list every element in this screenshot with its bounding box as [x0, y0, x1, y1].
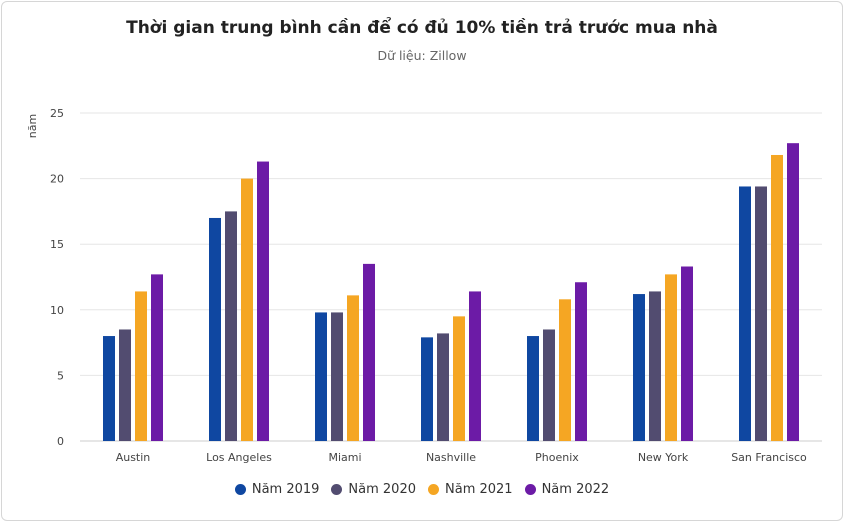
bar — [363, 263, 375, 441]
bar — [209, 217, 221, 441]
bar — [527, 336, 539, 441]
y-tick-label: 20 — [50, 173, 64, 186]
legend: Năm 2019 Năm 2020 Năm 2021 Năm 2022 — [0, 482, 844, 499]
legend-dot-icon — [524, 484, 536, 495]
bar — [633, 294, 645, 441]
legend-label: Năm 2021 — [445, 482, 513, 497]
y-tick-label: 0 — [57, 435, 64, 448]
y-tick-label: 25 — [50, 107, 64, 120]
bar — [437, 333, 449, 441]
legend-label: Năm 2020 — [348, 482, 416, 497]
bar — [469, 291, 481, 441]
bar — [103, 336, 115, 441]
bar — [787, 143, 799, 441]
bar — [119, 329, 131, 441]
x-tick-label: New York — [638, 451, 689, 464]
legend-dot-icon — [234, 484, 246, 495]
x-tick-label: San Francisco — [731, 451, 807, 464]
bar — [665, 274, 677, 441]
bar — [241, 178, 253, 441]
legend-item[interactable]: Năm 2022 — [524, 482, 610, 497]
x-tick-label: Los Angeles — [206, 451, 272, 464]
bar — [681, 266, 693, 441]
bar — [421, 337, 433, 441]
y-tick-label: 15 — [50, 238, 64, 251]
y-axis-label: năm — [26, 114, 39, 138]
bar — [257, 161, 269, 441]
bar — [315, 312, 327, 441]
bar — [559, 299, 571, 441]
bar — [331, 312, 343, 441]
bar — [225, 211, 237, 441]
legend-item[interactable]: Năm 2020 — [331, 482, 416, 497]
x-tick-label: Miami — [328, 451, 361, 464]
chart-subtitle: Dữ liệu: Zillow — [377, 48, 467, 63]
chart-title: Thời gian trung bình cần để có đủ 10% ti… — [126, 18, 718, 38]
bar — [135, 291, 147, 441]
legend-item[interactable]: Năm 2019 — [234, 482, 320, 497]
bar — [543, 329, 555, 441]
bar — [771, 154, 783, 441]
bar — [649, 291, 661, 441]
legend-label: Năm 2019 — [251, 482, 320, 497]
bar — [151, 274, 163, 441]
bar — [347, 295, 359, 441]
x-tick-label: Nashville — [426, 451, 476, 464]
y-tick-label: 5 — [57, 369, 64, 382]
bar — [575, 282, 587, 441]
legend-dot-icon — [331, 484, 343, 495]
bar — [755, 186, 767, 441]
x-tick-label: Phoenix — [535, 451, 579, 464]
x-tick-label: Austin — [116, 451, 151, 464]
legend-dot-icon — [428, 484, 439, 495]
legend-label: Năm 2022 — [541, 482, 610, 497]
bar — [453, 316, 465, 441]
bar — [739, 186, 751, 441]
y-tick-label: 10 — [50, 304, 64, 317]
legend-item[interactable]: Năm 2021 — [428, 482, 513, 497]
